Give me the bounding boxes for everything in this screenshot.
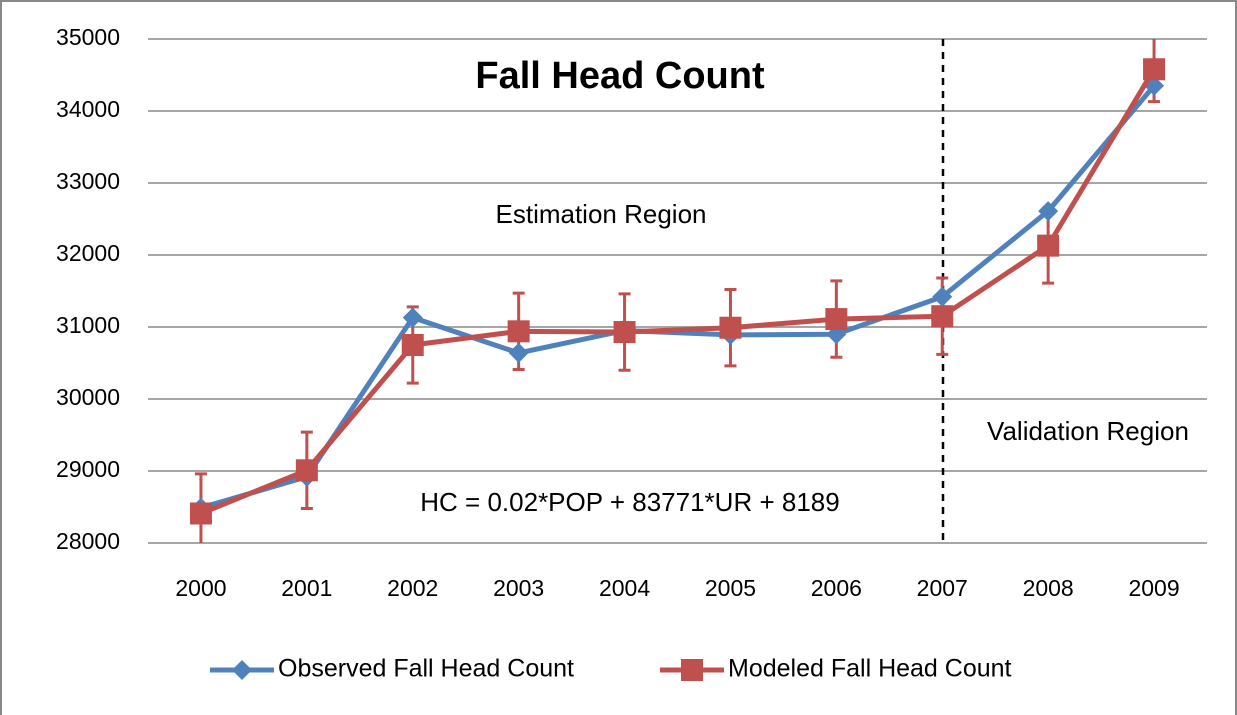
point [613,321,636,344]
x-tick-label: 2007 [917,575,968,601]
point [1038,201,1059,222]
y-tick-label: 33000 [56,168,120,194]
point [825,308,848,331]
point [931,305,954,328]
x-tick-label: 2000 [175,575,226,601]
point [508,342,529,363]
point [189,502,212,525]
point [1143,58,1166,81]
y-tick-label: 34000 [56,96,120,122]
y-tick-label: 32000 [56,240,120,266]
y-tick-label: 28000 [56,528,120,554]
x-tick-label: 2003 [493,575,544,601]
x-tick-label: 2001 [281,575,332,601]
point [719,316,742,339]
point [507,320,530,343]
grid [148,38,1207,544]
point [932,286,953,307]
legend-label: Modeled Fall Head Count [728,655,1012,683]
x-tick-label: 2006 [811,575,862,601]
annotation: HC = 0.02*POP + 83771*UR + 8189 [420,487,839,517]
point [295,459,318,482]
y-tick-label: 35000 [56,24,120,50]
chart-title: Fall Head Count [475,55,765,97]
series-line [200,84,1156,511]
legend-marker [681,659,703,681]
y-tick-label: 31000 [56,312,120,338]
error-bars [194,39,1161,543]
y-tick-label: 29000 [56,456,120,482]
x-tick-label: 2009 [1128,575,1179,601]
legend-marker [232,660,252,680]
point [1037,234,1060,257]
legend-label: Observed Fall Head Count [278,655,574,683]
y-tick-label: 30000 [56,384,120,410]
annotation: Validation Region [987,416,1189,446]
x-tick-label: 2005 [705,575,756,601]
x-tick-label: 2002 [387,575,438,601]
point [401,334,424,356]
x-tick-label: 2008 [1023,575,1074,601]
annotation: Estimation Region [496,199,707,229]
series-line [200,67,1157,516]
point [402,307,423,328]
x-tick-label: 2004 [599,575,650,601]
